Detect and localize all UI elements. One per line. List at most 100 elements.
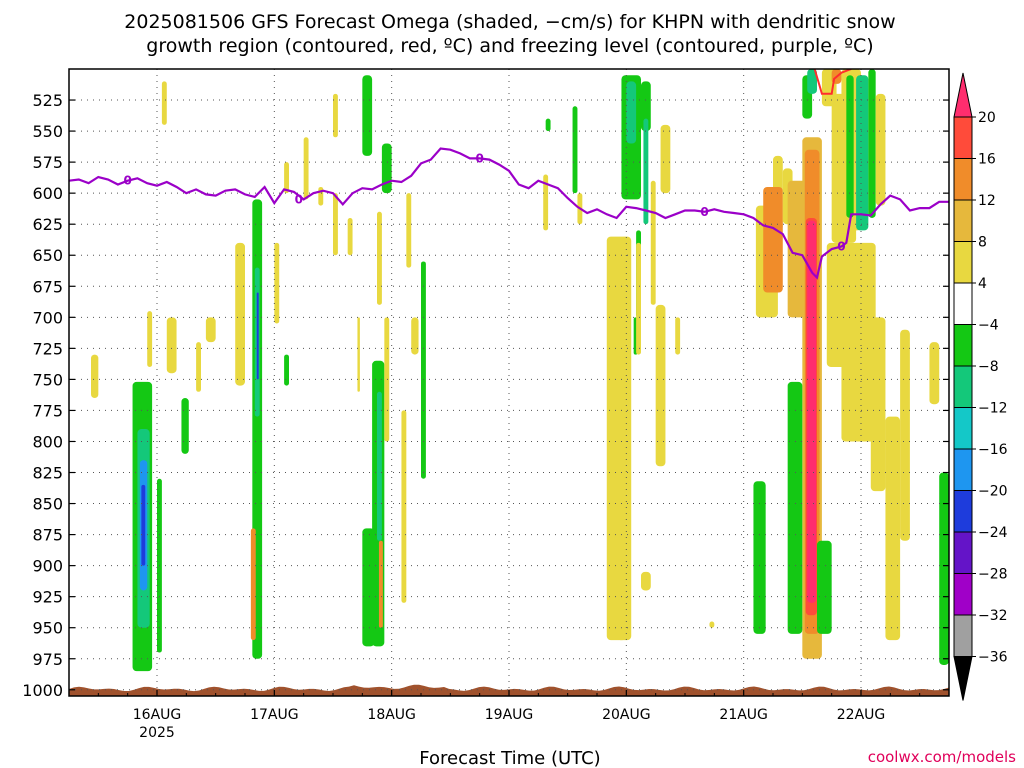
omega-cell — [641, 571, 651, 591]
colorbar-swatch — [953, 282, 973, 325]
colorbar-top-arrow — [953, 72, 973, 118]
omega-cell — [181, 398, 189, 454]
omega-cell — [147, 311, 153, 367]
colorbar-label: 12 — [978, 193, 996, 209]
y-tick-label: 725 — [32, 339, 63, 358]
freezing-level-label: 0 — [475, 151, 483, 165]
omega-cell — [161, 81, 167, 125]
y-tick-label: 875 — [32, 526, 63, 545]
colorbar-label: 4 — [978, 276, 987, 292]
dendritic-contour — [813, 69, 852, 95]
colorbar-label: −36 — [978, 650, 1008, 666]
omega-cell — [401, 410, 407, 603]
colorbar-label: 20 — [978, 110, 996, 126]
colorbar-label: −16 — [978, 442, 1008, 458]
grid-lines — [69, 69, 949, 696]
freezing-level-line — [69, 147, 949, 280]
colorbar-swatch — [953, 531, 973, 574]
omega-cell — [709, 621, 715, 628]
omega-cell — [284, 354, 289, 386]
omega-cell — [636, 242, 641, 355]
omega-cell — [196, 342, 201, 392]
omega-cell — [166, 317, 177, 374]
omega-cell — [333, 193, 338, 256]
freezing-level-label: 0 — [837, 240, 845, 254]
y-tick-label: 650 — [32, 246, 63, 265]
y-tick-label: 1000 — [22, 681, 63, 700]
omega-cell — [846, 75, 854, 218]
y-tick-label: 750 — [32, 370, 63, 389]
colorbar-swatch — [953, 365, 973, 408]
colorbar-swatch — [953, 199, 973, 242]
y-tick-label: 950 — [32, 619, 63, 638]
omega-cell — [616, 590, 627, 641]
omega-cell — [141, 484, 146, 566]
omega-cell — [939, 472, 949, 665]
freezing-level-label: 0 — [123, 174, 131, 188]
y-tick-label: 900 — [32, 557, 63, 576]
omega-cell — [643, 118, 649, 225]
colorbar-label: −20 — [978, 484, 1008, 500]
freezing-level-label: 0 — [295, 192, 303, 206]
omega-cell — [250, 528, 256, 641]
colorbar-swatch — [953, 490, 973, 533]
omega-cell — [763, 186, 783, 293]
y-tick-label: 625 — [32, 215, 63, 234]
omega-cell — [235, 242, 245, 386]
y-tick-label: 775 — [32, 401, 63, 420]
omega-cell — [660, 124, 671, 194]
chart-title-line-2: growth region (contoured, red, ºC) and f… — [146, 35, 873, 57]
colorbar-swatch — [953, 448, 973, 491]
colorbar-label: −32 — [978, 608, 1008, 624]
omega-cell — [875, 93, 886, 206]
colorbar-label: 8 — [978, 235, 987, 251]
colorbar-label: 16 — [978, 152, 996, 168]
dendritic-zone-line — [813, 69, 852, 95]
omega-cell — [406, 193, 412, 268]
omega-cell — [900, 329, 910, 541]
omega-cell — [572, 106, 578, 194]
colorbar-bottom-arrow — [953, 656, 973, 701]
y-tick-label: 700 — [32, 308, 63, 327]
colorbar-swatch — [953, 573, 973, 616]
omega-cell — [543, 174, 549, 231]
freezing-level-contour: 0 0 0 0 0 — [69, 147, 949, 280]
omega-cell — [362, 528, 375, 647]
y-tick-label: 675 — [32, 277, 63, 296]
omega-cell — [256, 292, 259, 380]
omega-cell — [284, 162, 289, 194]
y-tick-label: 825 — [32, 464, 63, 483]
omega-cell — [626, 81, 637, 144]
omega-cell — [817, 540, 832, 634]
omega-cell — [841, 242, 876, 442]
omega-cell — [545, 118, 551, 132]
colorbar: 20 16 12 8 4 −4 −8 −12 −16 −20 −24 −28 −32 −36 — [953, 72, 1008, 701]
y-tick-label: 575 — [32, 153, 63, 172]
omega-cell — [675, 317, 681, 355]
freezing-level-label: 0 — [700, 205, 708, 219]
chart-title-line-1: 2025081506 GFS Forecast Omega (shaded, −… — [124, 11, 895, 33]
omega-cell — [347, 217, 353, 256]
omega-cell — [378, 540, 383, 628]
omega-cell — [384, 317, 390, 442]
x-tick-label: 20AUG — [602, 707, 651, 723]
omega-cell — [411, 317, 419, 355]
omega-cell — [357, 317, 360, 392]
omega-cell — [362, 75, 373, 156]
x-tick-label: 21AUG — [719, 707, 768, 723]
credit-text: coolwx.com/models — [868, 748, 1016, 766]
omega-cell — [868, 69, 876, 218]
colorbar-label: −28 — [978, 567, 1008, 583]
omega-cell — [787, 381, 803, 634]
colorbar-label: −12 — [978, 401, 1008, 417]
omega-cell — [303, 137, 309, 200]
colorbar-swatch — [953, 407, 973, 450]
omega-cell — [377, 391, 382, 541]
omega-cell — [274, 242, 280, 324]
colorbar-swatch — [953, 116, 973, 159]
x-tick-sublabel: 2025 — [139, 725, 175, 741]
y-tick-label: 800 — [32, 432, 63, 451]
omega-cell — [318, 186, 324, 206]
y-tick-label: 925 — [32, 588, 63, 607]
